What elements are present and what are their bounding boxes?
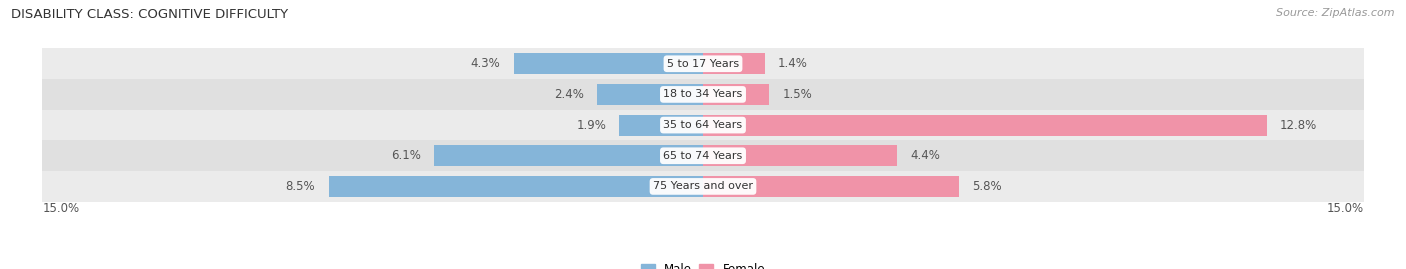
Text: 5 to 17 Years: 5 to 17 Years [666,59,740,69]
Bar [703,115,1267,136]
Bar [42,79,1364,110]
Bar [703,53,765,74]
Text: 8.5%: 8.5% [285,180,315,193]
Text: 12.8%: 12.8% [1279,119,1317,132]
Text: 65 to 74 Years: 65 to 74 Years [664,151,742,161]
Text: 5.8%: 5.8% [972,180,1001,193]
Text: 15.0%: 15.0% [42,202,79,215]
Bar [42,140,1364,171]
Bar [42,110,1364,140]
Text: 1.4%: 1.4% [778,57,808,70]
Text: 4.3%: 4.3% [471,57,501,70]
Bar [513,53,703,74]
Bar [619,115,703,136]
Text: Source: ZipAtlas.com: Source: ZipAtlas.com [1277,8,1395,18]
Legend: Male, Female: Male, Female [641,263,765,269]
Text: 6.1%: 6.1% [391,149,420,162]
Bar [42,171,1364,202]
Text: 4.4%: 4.4% [910,149,941,162]
Bar [703,176,959,197]
Text: DISABILITY CLASS: COGNITIVE DIFFICULTY: DISABILITY CLASS: COGNITIVE DIFFICULTY [11,8,288,21]
Text: 35 to 64 Years: 35 to 64 Years [664,120,742,130]
Text: 2.4%: 2.4% [554,88,583,101]
Text: 15.0%: 15.0% [1327,202,1364,215]
Bar [434,145,703,166]
Bar [598,84,703,105]
Text: 18 to 34 Years: 18 to 34 Years [664,89,742,100]
Text: 1.9%: 1.9% [576,119,606,132]
Bar [42,48,1364,79]
Bar [703,84,769,105]
Text: 1.5%: 1.5% [782,88,813,101]
Bar [329,176,703,197]
Bar [703,145,897,166]
Text: 75 Years and over: 75 Years and over [652,181,754,192]
